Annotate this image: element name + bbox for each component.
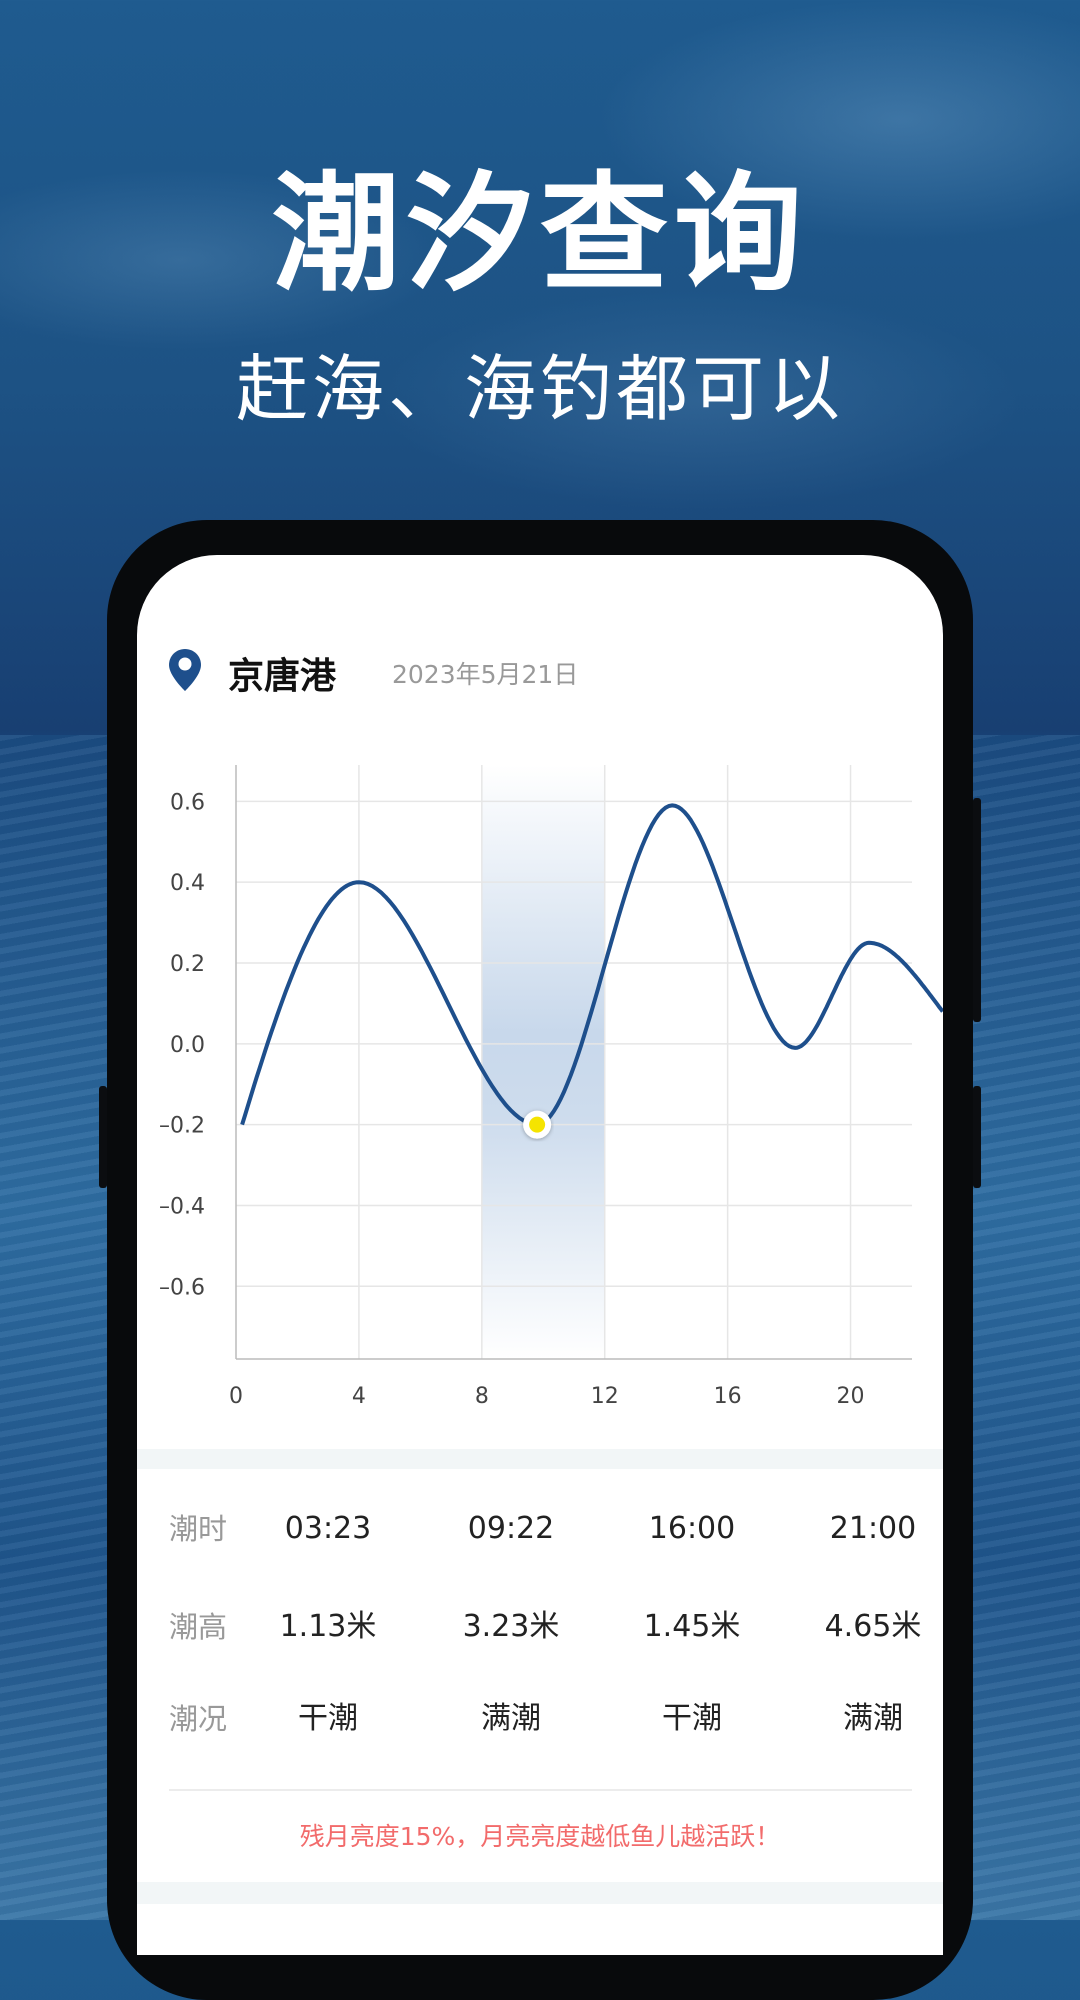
hero-subtitle: 赶海、海钓都可以	[235, 347, 844, 431]
app-screen: 京唐港 2023年5月21日 0.6 0.4 0.2 0.0 –0.2 –0.4 –0.6 …	[137, 555, 943, 1955]
tide-state: 满潮	[843, 1701, 903, 1736]
tide-height: 1.45米	[643, 1609, 741, 1644]
tide-state-row: 潮况 干潮 满潮 干潮 满潮	[137, 1694, 943, 1744]
section-divider	[137, 1882, 943, 1904]
x-tick-label: 16	[714, 1384, 742, 1409]
x-tick-label: 8	[475, 1384, 489, 1409]
y-tick-label: 0.2	[170, 952, 205, 977]
location-pin-icon	[169, 649, 201, 691]
highlight-band	[481, 765, 605, 1359]
row-label: 潮况	[169, 1702, 228, 1736]
tide-state: 干潮	[298, 1701, 358, 1736]
x-tick-label: 4	[352, 1384, 366, 1409]
tide-time: 16:00	[648, 1511, 736, 1546]
y-tick-label: 0.6	[170, 790, 205, 815]
phone-side-button	[99, 1086, 107, 1188]
moon-tip: 残月亮度15%，月亮亮度越低鱼儿越活跃！	[299, 1822, 781, 1851]
tide-height-row: 潮高 1.13米 3.23米 1.45米 4.65米	[137, 1602, 943, 1652]
row-label: 潮时	[169, 1512, 228, 1546]
tide-state: 干潮	[662, 1701, 722, 1736]
y-tick-label: –0.2	[159, 1114, 205, 1139]
row-label: 潮高	[169, 1610, 228, 1644]
y-tick-label: 0.0	[170, 1033, 205, 1058]
y-tick-label: –0.6	[159, 1275, 205, 1300]
tide-height: 4.65米	[824, 1609, 922, 1644]
port-name[interactable]: 京唐港	[228, 656, 337, 697]
hero-title: 潮汐查询	[271, 160, 808, 309]
phone-side-button	[973, 1086, 981, 1188]
x-tick-label: 0	[229, 1384, 243, 1409]
tide-time: 03:23	[284, 1511, 372, 1546]
tide-height: 1.13米	[279, 1609, 377, 1644]
tide-height: 3.23米	[462, 1609, 560, 1644]
divider	[169, 1789, 912, 1791]
y-tick-label: –0.4	[159, 1194, 205, 1219]
section-divider	[137, 1449, 943, 1469]
tide-chart[interactable]: 0.6 0.4 0.2 0.0 –0.2 –0.4 –0.6 0 4 8 12 16 20	[137, 555, 943, 1435]
x-tick-label: 20	[837, 1384, 865, 1409]
y-tick-label: 0.4	[170, 871, 205, 896]
x-tick-label: 12	[591, 1384, 619, 1409]
tide-time: 21:00	[829, 1511, 917, 1546]
tide-time: 09:22	[467, 1511, 555, 1546]
tide-time-row: 潮时 03:23 09:22 16:00 21:00	[137, 1504, 943, 1554]
selected-point-marker	[529, 1116, 546, 1133]
tide-state: 满潮	[481, 1701, 541, 1736]
date-label[interactable]: 2023年5月21日	[392, 660, 579, 689]
phone-side-button	[973, 798, 981, 1022]
tide-curve	[240, 803, 943, 1127]
